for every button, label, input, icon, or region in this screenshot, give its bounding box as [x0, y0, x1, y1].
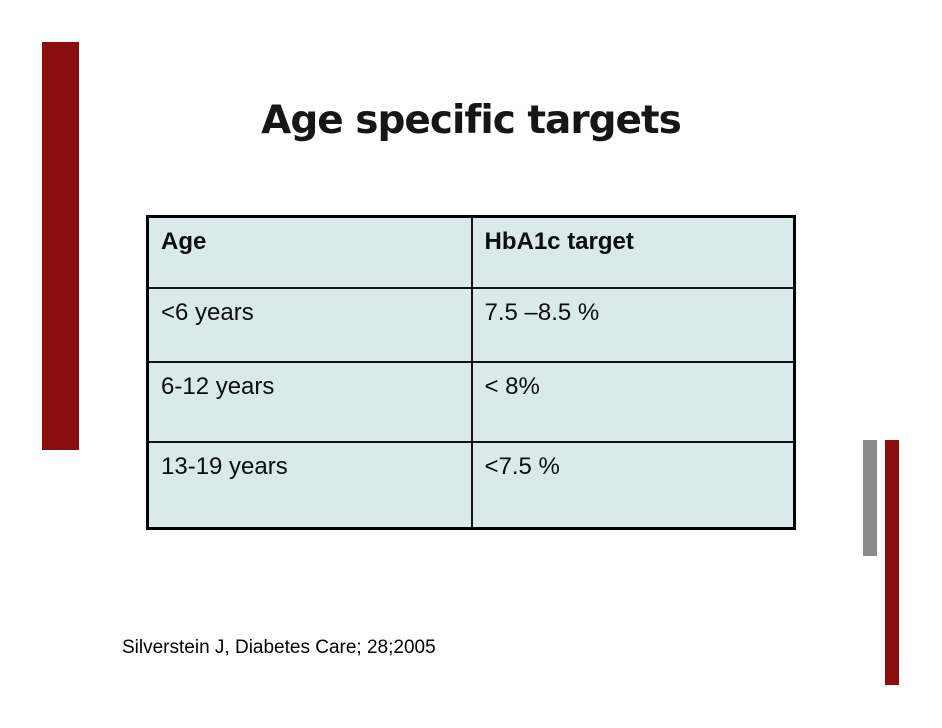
right-red-accent-bar: [885, 440, 899, 685]
table-row: <6 years 7.5 –8.5 %: [146, 286, 796, 363]
citation-text: Silverstein J, Diabetes Care; 28;2005: [122, 637, 436, 658]
right-gray-accent-bar: [863, 440, 877, 556]
cell-hba1c-target: 7.5 –8.5 %: [470, 286, 796, 363]
left-red-accent-bar: [42, 42, 79, 450]
cell-hba1c-target: <7.5 %: [470, 440, 796, 530]
cell-hba1c-target: < 8%: [470, 360, 796, 443]
cell-age-range: 13-19 years: [146, 440, 473, 530]
slide-title: Age specific targets: [261, 98, 682, 143]
table-header-row: Age HbA1c target: [146, 215, 796, 289]
column-header-hba1c-target: HbA1c target: [470, 215, 796, 289]
table-row: 6-12 years < 8%: [146, 360, 796, 443]
cell-age-range: <6 years: [146, 286, 473, 363]
table-row: 13-19 years <7.5 %: [146, 440, 796, 530]
age-targets-table: Age HbA1c target <6 years 7.5 –8.5 % 6-1…: [146, 215, 796, 530]
column-header-age: Age: [146, 215, 473, 289]
cell-age-range: 6-12 years: [146, 360, 473, 443]
